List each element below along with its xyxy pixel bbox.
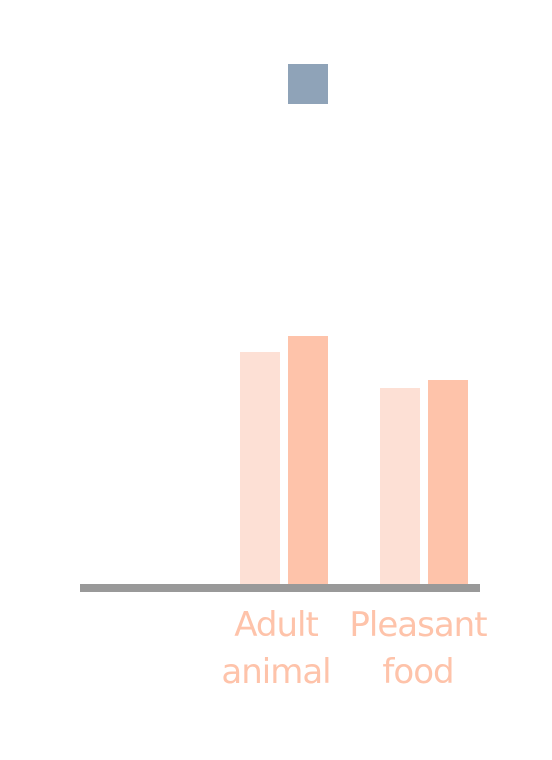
category-label-1-line-2: animal (221, 652, 330, 692)
bar-pleasant-food-series-2 (428, 380, 468, 584)
category-label-1: Adult animal (221, 605, 330, 692)
bar-adult-animal-series-2 (288, 336, 328, 584)
legend (288, 64, 328, 104)
category-label-1-line-1: Adult (234, 605, 318, 645)
bar-adult-animal-series-1 (240, 352, 280, 584)
category-label-2-line-2: food (382, 652, 453, 692)
category-labels: Adult animal Pleasant food (221, 605, 488, 692)
category-label-2-line-1: Pleasant (349, 605, 487, 645)
legend-swatch (288, 64, 328, 104)
bar-pleasant-food-series-1 (380, 388, 420, 584)
category-label-2: Pleasant food (349, 605, 487, 692)
bars (240, 336, 468, 584)
